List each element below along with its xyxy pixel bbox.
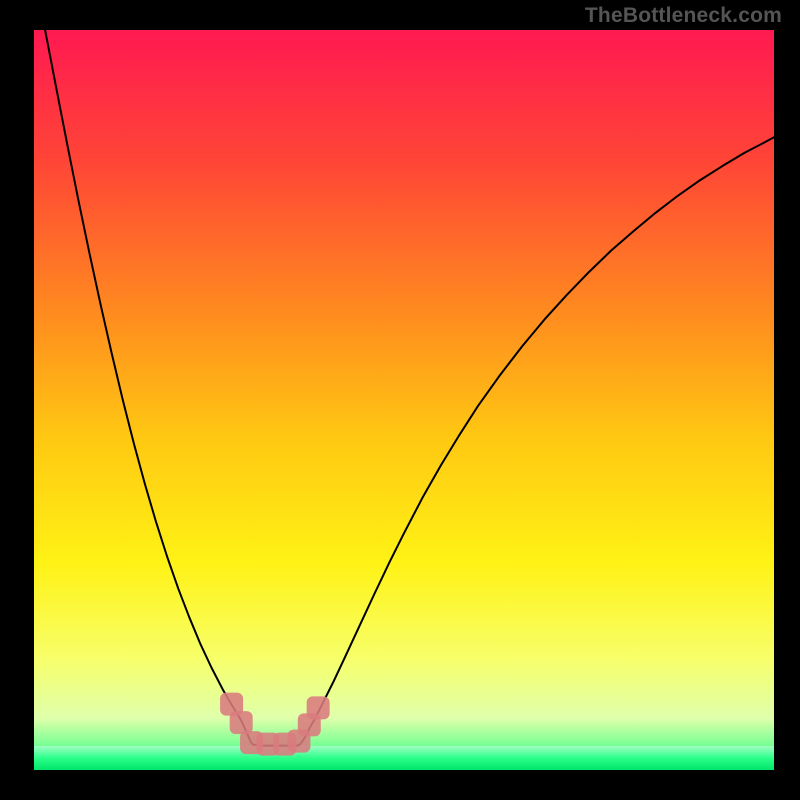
plot-area [34,30,774,770]
chart-frame: TheBottleneck.com [0,0,800,800]
bottleneck-curve [45,30,774,746]
data-marker [230,711,253,734]
data-marker [307,696,330,719]
chart-svg [34,30,774,770]
watermark-text: TheBottleneck.com [585,4,782,28]
